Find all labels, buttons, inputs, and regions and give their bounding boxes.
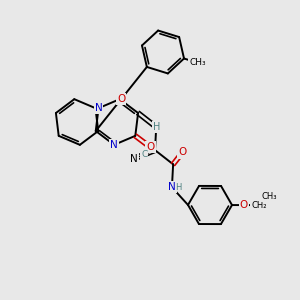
Text: N: N: [110, 140, 118, 150]
Text: H: H: [175, 183, 181, 192]
Text: N: N: [95, 103, 102, 113]
Text: O: O: [240, 200, 248, 210]
Text: H: H: [152, 122, 160, 132]
Text: CH₃: CH₃: [189, 58, 206, 67]
Text: C: C: [141, 150, 148, 159]
Text: N: N: [168, 182, 176, 192]
Text: N: N: [130, 154, 138, 164]
Text: CH₃: CH₃: [261, 192, 277, 201]
Text: O: O: [146, 142, 154, 152]
Text: CH₂: CH₂: [251, 201, 267, 210]
Text: O: O: [178, 148, 187, 158]
Text: O: O: [117, 94, 125, 104]
